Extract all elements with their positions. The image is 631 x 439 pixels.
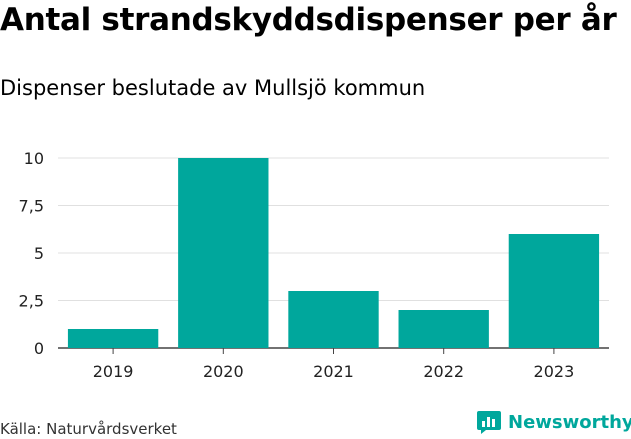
- y-tick-label: 5: [34, 244, 44, 263]
- y-tick-label: 0: [34, 339, 44, 358]
- bar-chart: 0 2,5 5 7,5 10 2019 2020 2021 2022 2023: [19, 149, 609, 381]
- bar-2020: [178, 158, 269, 348]
- bar-2019: [67, 329, 159, 348]
- y-tick-label: 7,5: [19, 197, 44, 216]
- bar-2021: [288, 291, 379, 348]
- bar-2023: [508, 234, 600, 348]
- chart-subtitle: Dispenser beslutade av Mullsjö kommun: [0, 76, 426, 100]
- newsworthy-brand[interactable]: Newsworthy: [476, 409, 631, 435]
- y-tick-label: 2,5: [19, 292, 44, 311]
- brand-name: Newsworthy: [508, 411, 631, 433]
- x-tick-label: 2019: [93, 362, 134, 381]
- x-tick-label: 2022: [423, 362, 464, 381]
- newsworthy-logo-icon: [477, 411, 501, 434]
- source-note: Källa: Naturvårdsverket: [0, 420, 177, 438]
- x-tick-label: 2023: [534, 362, 575, 381]
- y-tick-label: 10: [24, 149, 44, 168]
- chart-title: Antal strandskyddsdispenser per år: [0, 2, 617, 38]
- x-tick-label: 2021: [313, 362, 354, 381]
- x-tick-label: 2020: [203, 362, 244, 381]
- bar-2022: [398, 310, 489, 348]
